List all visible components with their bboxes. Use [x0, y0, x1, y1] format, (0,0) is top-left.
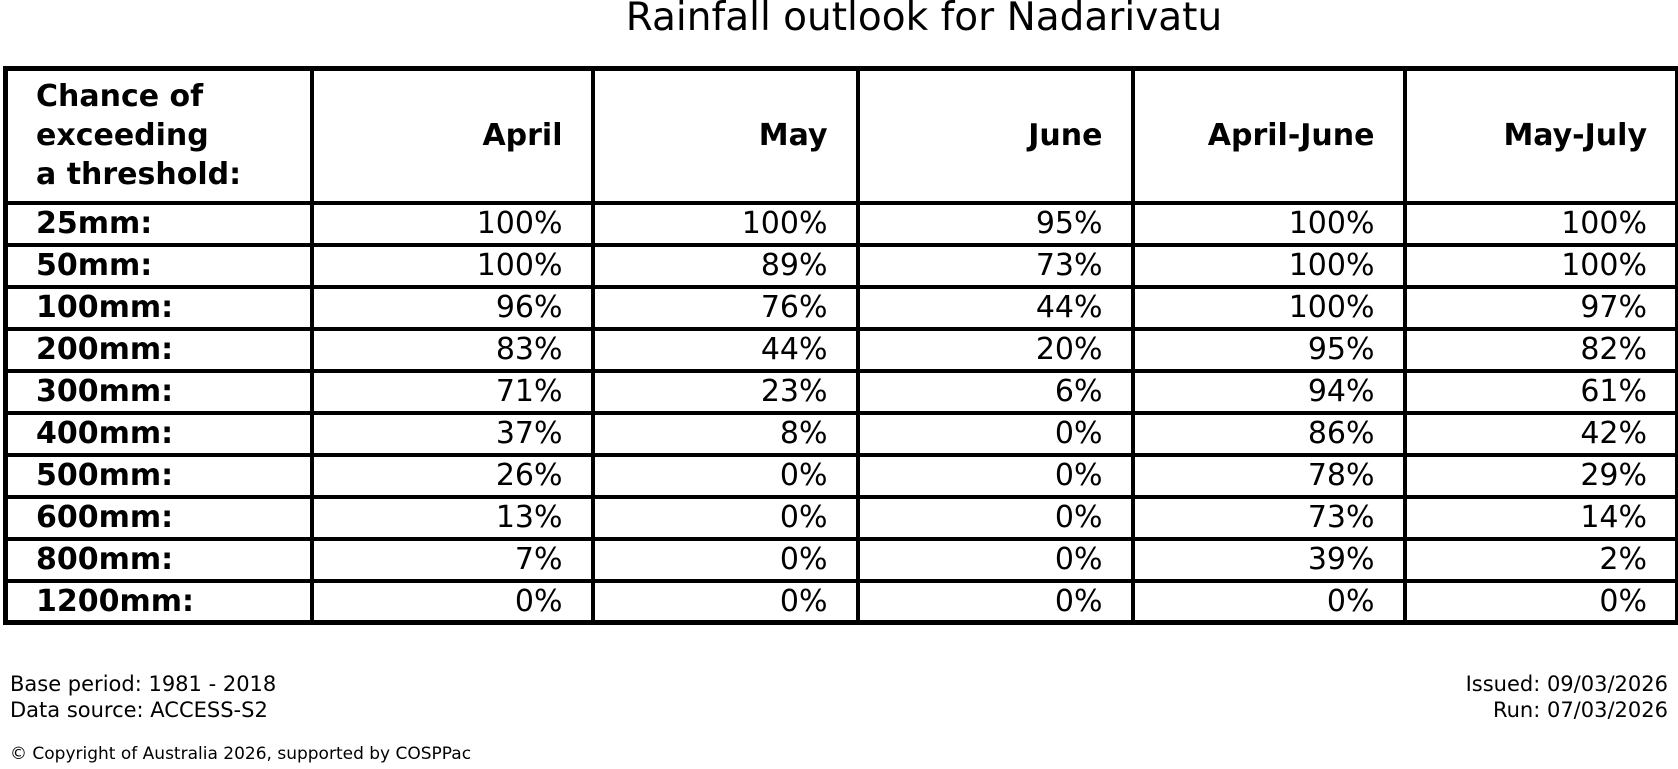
- table-row-25mm: 25mm: 100% 100% 95% 100% 100%: [3, 200, 1678, 247]
- cell-value: 23%: [590, 368, 860, 415]
- row-label: 25mm:: [3, 200, 314, 247]
- cell-value: 100%: [309, 242, 595, 289]
- column-header-april: April: [309, 66, 595, 205]
- cell-value: 0%: [590, 536, 860, 583]
- cell-value: 37%: [309, 410, 595, 457]
- cell-value: 44%: [855, 284, 1135, 331]
- cell-value: 0%: [855, 494, 1135, 541]
- cell-value: 89%: [590, 242, 860, 289]
- cell-value: 6%: [855, 368, 1135, 415]
- cell-value: 78%: [1130, 452, 1407, 499]
- row-label: 400mm:: [3, 410, 314, 457]
- table-row-200mm: 200mm: 83% 44% 20% 95% 82%: [3, 326, 1678, 373]
- cell-value: 0%: [1402, 578, 1678, 625]
- corner-header-line: a threshold:: [36, 157, 242, 193]
- cell-value: 100%: [309, 200, 595, 247]
- data-source-text: Data source: ACCESS-S2: [10, 698, 268, 722]
- cell-value: 86%: [1130, 410, 1407, 457]
- cell-value: 94%: [1130, 368, 1407, 415]
- column-header-june: June: [855, 66, 1135, 205]
- column-header-april-june: April-June: [1130, 66, 1407, 205]
- copyright-text: © Copyright of Australia 2026, supported…: [10, 744, 472, 764]
- column-header-may-july: May-July: [1402, 66, 1678, 205]
- cell-value: 96%: [309, 284, 595, 331]
- column-header-may: May: [590, 66, 860, 205]
- cell-value: 76%: [590, 284, 860, 331]
- cell-value: 73%: [855, 242, 1135, 289]
- table-row-1200mm: 1200mm: 0% 0% 0% 0% 0%: [3, 578, 1678, 625]
- cell-value: 0%: [855, 410, 1135, 457]
- cell-value: 100%: [1130, 200, 1407, 247]
- cell-value: 71%: [309, 368, 595, 415]
- cell-value: 0%: [590, 452, 860, 499]
- cell-value: 82%: [1402, 326, 1678, 373]
- cell-value: 100%: [1130, 242, 1407, 289]
- header-row: Chance of exceeding a threshold: April M…: [3, 66, 1678, 205]
- corner-header: Chance of exceeding a threshold:: [3, 66, 314, 205]
- corner-header-line: exceeding: [36, 118, 209, 154]
- cell-value: 73%: [1130, 494, 1407, 541]
- cell-value: 39%: [1130, 536, 1407, 583]
- cell-value: 0%: [590, 578, 860, 625]
- corner-header-line: Chance of: [36, 79, 204, 115]
- row-label: 300mm:: [3, 368, 314, 415]
- metadata-right: Issued: 09/03/2026 Run: 07/03/2026: [1466, 671, 1668, 723]
- cell-value: 0%: [855, 536, 1135, 583]
- run-date-text: Run: 07/03/2026: [1492, 698, 1668, 722]
- cell-value: 95%: [855, 200, 1135, 247]
- table-row-500mm: 500mm: 26% 0% 0% 78% 29%: [3, 452, 1678, 499]
- cell-value: 100%: [1402, 200, 1678, 247]
- rainfall-outlook-table: Chance of exceeding a threshold: April M…: [3, 66, 1678, 625]
- cell-value: 100%: [590, 200, 860, 247]
- page-title: Rainfall outlook for Nadarivatu: [625, 0, 1223, 40]
- cell-value: 7%: [309, 536, 595, 583]
- cell-value: 0%: [855, 578, 1135, 625]
- issued-date-text: Issued: 09/03/2026: [1465, 672, 1668, 696]
- table-row-600mm: 600mm: 13% 0% 0% 73% 14%: [3, 494, 1678, 541]
- table-row-800mm: 800mm: 7% 0% 0% 39% 2%: [3, 536, 1678, 583]
- cell-value: 29%: [1402, 452, 1678, 499]
- cell-value: 0%: [855, 452, 1135, 499]
- cell-value: 26%: [309, 452, 595, 499]
- cell-value: 2%: [1402, 536, 1678, 583]
- row-label: 50mm:: [3, 242, 314, 289]
- cell-value: 97%: [1402, 284, 1678, 331]
- cell-value: 42%: [1402, 410, 1678, 457]
- cell-value: 0%: [590, 494, 860, 541]
- row-label: 200mm:: [3, 326, 314, 373]
- cell-value: 100%: [1402, 242, 1678, 289]
- table-row-300mm: 300mm: 71% 23% 6% 94% 61%: [3, 368, 1678, 415]
- table-row-400mm: 400mm: 37% 8% 0% 86% 42%: [3, 410, 1678, 457]
- row-label: 500mm:: [3, 452, 314, 499]
- cell-value: 61%: [1402, 368, 1678, 415]
- cell-value: 100%: [1130, 284, 1407, 331]
- cell-value: 20%: [855, 326, 1135, 373]
- base-period-text: Base period: 1981 - 2018: [10, 672, 277, 696]
- table-row-100mm: 100mm: 96% 76% 44% 100% 97%: [3, 284, 1678, 331]
- cell-value: 83%: [309, 326, 595, 373]
- cell-value: 14%: [1402, 494, 1678, 541]
- row-label: 600mm:: [3, 494, 314, 541]
- table-row-50mm: 50mm: 100% 89% 73% 100% 100%: [3, 242, 1678, 289]
- row-label: 100mm:: [3, 284, 314, 331]
- cell-value: 95%: [1130, 326, 1407, 373]
- row-label: 800mm:: [3, 536, 314, 583]
- cell-value: 8%: [590, 410, 860, 457]
- metadata-left: Base period: 1981 - 2018 Data source: AC…: [10, 671, 276, 723]
- cell-value: 44%: [590, 326, 860, 373]
- cell-value: 0%: [309, 578, 595, 625]
- row-label: 1200mm:: [3, 578, 314, 625]
- cell-value: 0%: [1130, 578, 1407, 625]
- cell-value: 13%: [309, 494, 595, 541]
